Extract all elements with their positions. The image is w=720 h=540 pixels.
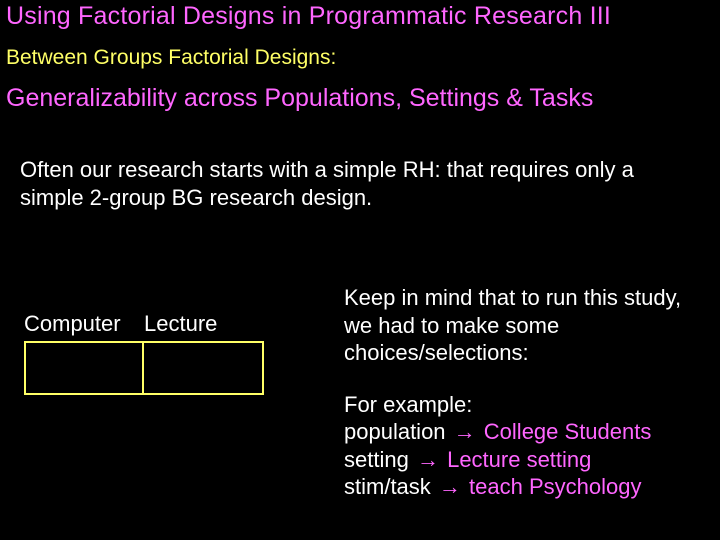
arrow-icon: → — [437, 473, 463, 501]
body-paragraph-1: Often our research starts with a simple … — [20, 156, 660, 211]
slide-title: Using Factorial Designs in Programmatic … — [6, 2, 611, 31]
table-row — [24, 341, 264, 395]
example-key: stim/task — [344, 474, 431, 499]
table-header-lecture: Lecture — [144, 311, 264, 341]
table-cell-0-0 — [24, 341, 144, 395]
example-line-population: population → College Students — [344, 418, 694, 446]
example-block: For example: population → College Studen… — [344, 391, 694, 501]
arrow-icon: → — [415, 446, 441, 474]
right-paragraph-1: Keep in mind that to run this study, we … — [344, 284, 694, 367]
slide: Using Factorial Designs in Programmatic … — [0, 0, 720, 540]
example-line-setting: setting → Lecture setting — [344, 446, 694, 474]
slide-subtitle-2: Generalizability across Populations, Set… — [6, 84, 593, 113]
example-line-stimtask: stim/task → teach Psychology — [344, 473, 694, 501]
slide-subtitle-1: Between Groups Factorial Designs: — [6, 46, 336, 70]
right-column: Keep in mind that to run this study, we … — [344, 284, 694, 501]
example-key: setting — [344, 447, 409, 472]
example-value: teach Psychology — [469, 474, 641, 499]
example-key: population — [344, 419, 446, 444]
table-header-computer: Computer — [24, 311, 144, 341]
table-header-row: Computer Lecture — [24, 311, 264, 341]
arrow-icon: → — [452, 418, 478, 446]
example-value: Lecture setting — [447, 447, 591, 472]
design-table: Computer Lecture — [24, 311, 264, 395]
table-cell-0-1 — [144, 341, 264, 395]
example-label: For example: — [344, 391, 694, 419]
example-value: College Students — [484, 419, 652, 444]
